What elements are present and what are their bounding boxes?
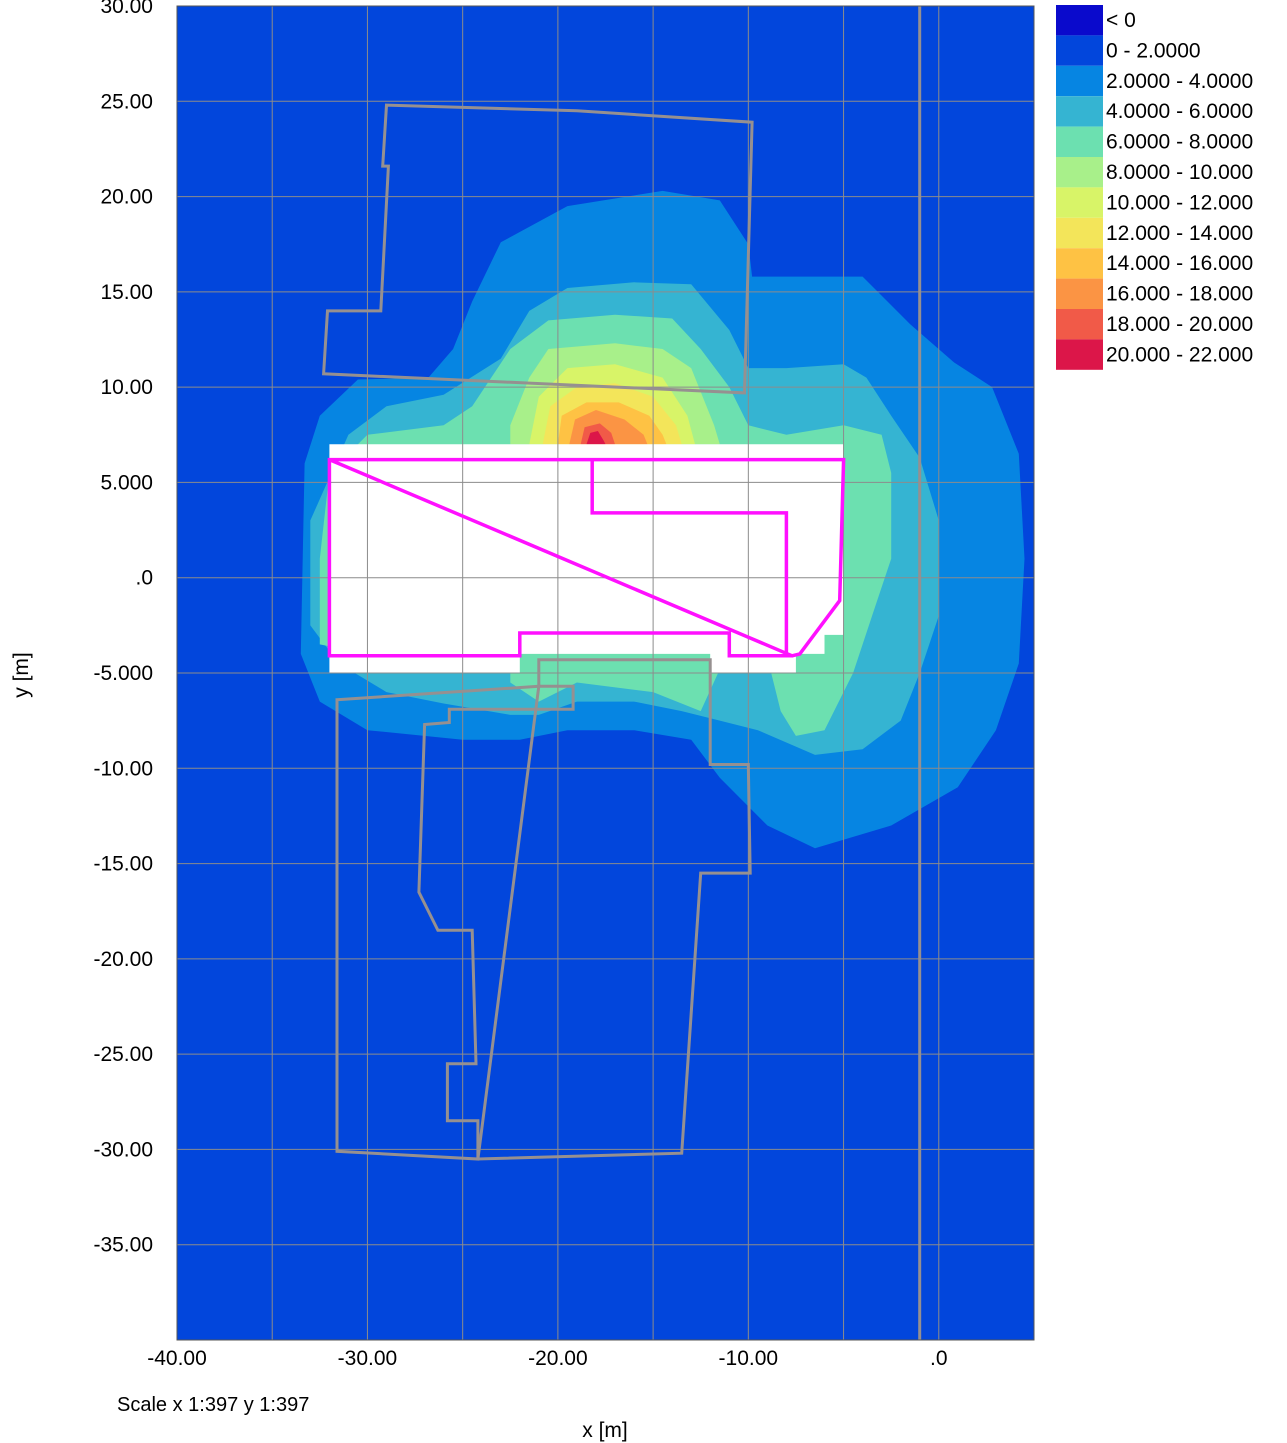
y-tick-label-12: -30.00	[93, 1138, 153, 1161]
legend-label-8: 14.000 - 16.000	[1106, 252, 1253, 275]
y-tick-label-2: 20.00	[100, 186, 153, 209]
building-outline-0	[322, 103, 754, 395]
legend-swatch-5	[1056, 157, 1103, 188]
legend-swatch-8	[1056, 248, 1103, 279]
x-tick-label-2: -20.00	[528, 1347, 588, 1370]
legend-label-2: 2.0000 - 4.0000	[1106, 70, 1253, 93]
y-tick-label-3: 15.00	[100, 281, 153, 304]
legend-swatch-3	[1056, 96, 1103, 127]
y-tick-label-4: 10.00	[100, 376, 153, 399]
legend-swatch-10	[1056, 309, 1103, 340]
legend-swatch-4	[1056, 126, 1103, 157]
x-tick-label-1: -30.00	[338, 1347, 398, 1370]
y-tick-label-0: 30.00	[100, 0, 153, 18]
x-tick-label-0: -40.00	[147, 1347, 207, 1370]
grid-layer	[177, 6, 1034, 1340]
building-outline-2	[335, 684, 541, 1161]
legend-label-4: 6.0000 - 8.0000	[1106, 131, 1253, 154]
legend-swatch-9	[1056, 278, 1103, 309]
y-tick-label-11: -25.00	[93, 1043, 153, 1066]
y-tick-label-9: -15.00	[93, 853, 153, 876]
y-tick-label-7: -5.000	[93, 662, 153, 685]
y-tick-label-8: -10.00	[93, 757, 153, 780]
legend-label-11: 20.000 - 22.000	[1106, 343, 1253, 366]
building-outline-1	[417, 658, 752, 1161]
legend-label-9: 16.000 - 18.000	[1106, 283, 1253, 306]
legend-swatch-11	[1056, 339, 1103, 370]
x-tick-label-3: -10.00	[719, 1347, 779, 1370]
legend-label-1: 0 - 2.0000	[1106, 39, 1201, 62]
x-tick-labels: -40.00 -30.00 -20.00 -10.00 .0	[147, 1347, 947, 1370]
y-tick-label-1: 25.00	[100, 90, 153, 113]
x-tick-label-4: .0	[930, 1347, 948, 1370]
contour-band-9	[586, 431, 606, 445]
legend-swatch-0	[1056, 5, 1103, 36]
legend-swatch-7	[1056, 217, 1103, 249]
x-axis-title: x [m]	[582, 1419, 628, 1442]
blank-region-layer	[329, 444, 844, 673]
legend-swatch-6	[1056, 187, 1103, 218]
y-axis-title: y [m]	[10, 652, 33, 698]
scale-note: Scale x 1:397 y 1:397	[117, 1394, 309, 1416]
legend-swatch-2	[1056, 65, 1103, 97]
y-tick-labels: 30.00 25.00 20.00 15.00 10.00 5.000 .0 -5.000 -1…	[93, 0, 153, 1257]
y-tick-label-10: -20.00	[93, 948, 153, 971]
blank-region	[329, 444, 844, 673]
outline-layer	[322, 6, 922, 1340]
legend-label-3: 4.0000 - 6.0000	[1106, 100, 1253, 123]
legend-label-5: 8.0000 - 10.000	[1106, 161, 1253, 184]
legend-label-0: < 0	[1106, 9, 1136, 32]
legend-label-6: 10.000 - 12.000	[1106, 191, 1253, 214]
legend-label-10: 18.000 - 20.000	[1106, 313, 1253, 336]
legend: < 0 0 - 2.0000 2.0000 - 4.0000 4.0000 - 6.0…	[1056, 5, 1253, 370]
y-tick-label-6: .0	[135, 567, 153, 590]
legend-label-7: 12.000 - 14.000	[1106, 222, 1253, 245]
plot-frame	[176, 5, 1035, 1341]
calculation-area-outline-4	[327, 457, 846, 658]
legend-swatch-1	[1056, 35, 1103, 66]
y-tick-label-5: 5.000	[100, 471, 153, 494]
y-tick-label-13: -35.00	[93, 1234, 153, 1257]
